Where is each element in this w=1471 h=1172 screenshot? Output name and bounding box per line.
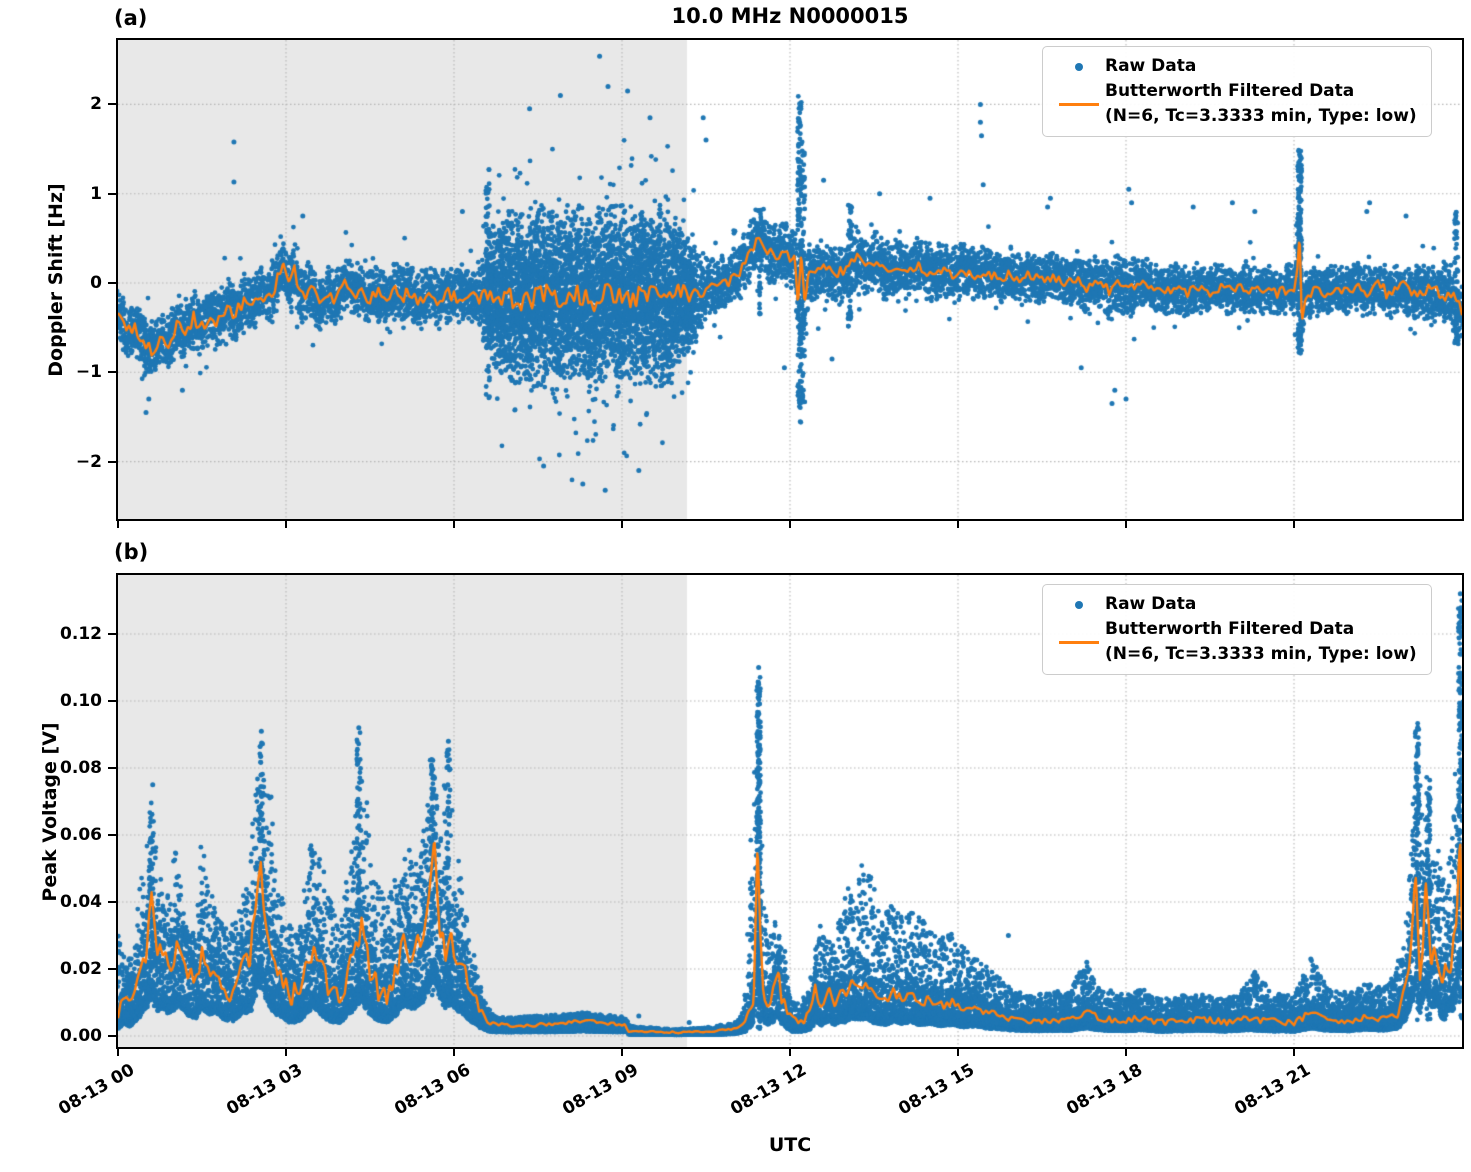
panel-a-label: (a)	[114, 6, 148, 30]
panel-b-x-tick	[957, 1049, 959, 1056]
x-tick-label: 08-13 09	[559, 1060, 642, 1120]
panel-a-y-tick-label: 1	[90, 184, 102, 204]
panel-a-y-tick-label: 2	[90, 94, 102, 114]
panel-b-y-tick	[108, 968, 116, 970]
raw-data-marker-icon	[1053, 600, 1105, 609]
x-tick-label: 08-13 00	[55, 1060, 138, 1120]
panel-b-y-tick-label: 0.00	[60, 1026, 102, 1046]
legend-entry-filtered: Butterworth Filtered Data (N=6, Tc=3.333…	[1053, 617, 1417, 667]
panel-b-x-tick	[621, 1049, 623, 1056]
panel-a-x-tick	[957, 521, 959, 528]
x-tick-label: 08-13 03	[223, 1060, 306, 1120]
legend-raw-label: Raw Data	[1105, 56, 1197, 76]
x-tick-label: 08-13 21	[1231, 1060, 1314, 1120]
x-tick-label: 08-13 18	[1063, 1060, 1146, 1120]
panel-a-y-tick	[108, 282, 116, 284]
raw-data-marker-icon	[1053, 62, 1105, 71]
legend-filtered-label-line1: Butterworth Filtered Data	[1105, 81, 1355, 101]
panel-b-y-axis-label: Peak Voltage [V]	[39, 722, 61, 902]
panel-b-y-tick	[108, 901, 116, 903]
panel-b-label: (b)	[114, 540, 149, 564]
panel-b-y-tick-label: 0.02	[60, 959, 102, 979]
x-tick-label: 08-13 06	[391, 1060, 474, 1120]
panel-b-x-tick	[117, 1049, 119, 1056]
panel-a-x-tick	[453, 521, 455, 528]
panel-a-y-tick-label: 0	[90, 273, 102, 293]
x-tick-label: 08-13 15	[895, 1060, 978, 1120]
panel-b-y-tick	[108, 700, 116, 702]
panel-a-y-tick	[108, 103, 116, 105]
panel-a-x-tick	[789, 521, 791, 528]
panel-b-y-tick-label: 0.10	[60, 691, 102, 711]
x-axis-label: UTC	[768, 1134, 812, 1156]
legend-b: Raw Data Butterworth Filtered Data (N=6,…	[1042, 584, 1432, 675]
panel-b-x-tick	[285, 1049, 287, 1056]
panel-a-x-tick	[285, 521, 287, 528]
legend-entry-raw: Raw Data	[1053, 54, 1417, 79]
legend-a: Raw Data Butterworth Filtered Data (N=6,…	[1042, 46, 1432, 137]
chart-title: 10.0 MHz N0000015	[671, 4, 909, 28]
panel-a-y-tick-label: −2	[75, 452, 102, 472]
panel-b-y-tick-label: 0.06	[60, 825, 102, 845]
legend-entry-filtered: Butterworth Filtered Data (N=6, Tc=3.333…	[1053, 79, 1417, 129]
panel-a-y-tick	[108, 371, 116, 373]
panel-a-x-tick	[117, 521, 119, 528]
legend-entry-raw: Raw Data	[1053, 592, 1417, 617]
panel-b-y-tick	[108, 834, 116, 836]
legend-filtered-label-line1: Butterworth Filtered Data	[1105, 619, 1355, 639]
panel-b-y-tick	[108, 767, 116, 769]
panel-b-y-tick-label: 0.12	[60, 624, 102, 644]
panel-b-y-tick-label: 0.04	[60, 892, 102, 912]
x-tick-label: 08-13 12	[727, 1060, 810, 1120]
panel-a-x-tick	[621, 521, 623, 528]
panel-b-y-tick	[108, 1035, 116, 1037]
panel-b-y-tick-label: 0.08	[60, 758, 102, 778]
panel-a-y-tick	[108, 461, 116, 463]
panel-a-y-tick	[108, 193, 116, 195]
panel-a-x-tick	[1125, 521, 1127, 528]
legend-filtered-label-line2: (N=6, Tc=3.3333 min, Type: low)	[1105, 106, 1417, 126]
panel-b-x-tick	[789, 1049, 791, 1056]
legend-filtered-label-line2: (N=6, Tc=3.3333 min, Type: low)	[1105, 644, 1417, 664]
panel-b-x-tick	[453, 1049, 455, 1056]
filtered-line-marker-icon	[1053, 640, 1105, 644]
panel-b-y-tick	[108, 633, 116, 635]
panel-b-x-tick	[1293, 1049, 1295, 1056]
panel-b-x-tick	[1125, 1049, 1127, 1056]
filtered-line-marker-icon	[1053, 102, 1105, 106]
panel-a-y-tick-label: −1	[75, 362, 102, 382]
legend-raw-label: Raw Data	[1105, 594, 1197, 614]
panel-a-x-tick	[1293, 521, 1295, 528]
